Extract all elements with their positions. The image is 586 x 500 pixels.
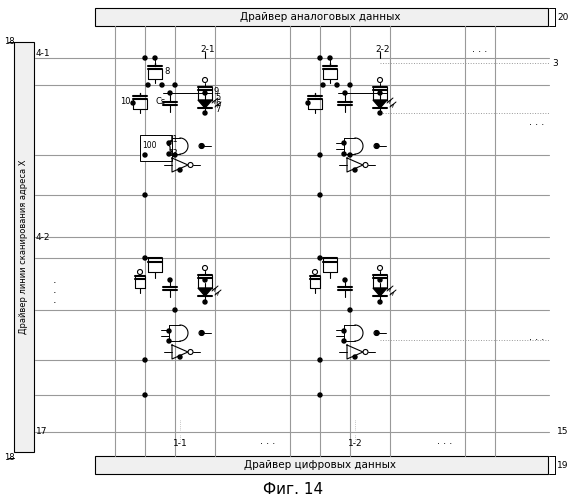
Text: 17: 17	[36, 428, 47, 436]
Circle shape	[203, 91, 207, 95]
Circle shape	[178, 355, 182, 359]
Circle shape	[343, 91, 347, 95]
Text: Драйвер линии сканирования адреса X: Драйвер линии сканирования адреса X	[19, 160, 29, 334]
Text: · · ·: · · ·	[437, 439, 452, 449]
Text: 100: 100	[142, 140, 156, 149]
Circle shape	[143, 393, 147, 397]
Text: 1-1: 1-1	[173, 440, 188, 448]
Text: · · ·: · · ·	[529, 120, 544, 130]
Circle shape	[375, 331, 379, 335]
Text: · · ·: · · ·	[529, 335, 544, 345]
Circle shape	[318, 193, 322, 197]
Circle shape	[131, 101, 135, 105]
Circle shape	[318, 393, 322, 397]
Circle shape	[168, 91, 172, 95]
Circle shape	[335, 83, 339, 87]
Text: 9: 9	[214, 86, 219, 96]
Text: Драйвер цифровых данных: Драйвер цифровых данных	[244, 460, 396, 470]
Text: 7: 7	[215, 106, 220, 114]
Circle shape	[153, 56, 157, 60]
Circle shape	[143, 193, 147, 197]
Circle shape	[143, 256, 147, 260]
Circle shape	[146, 83, 150, 87]
Circle shape	[378, 278, 382, 282]
Text: 19: 19	[557, 460, 568, 469]
Circle shape	[353, 168, 357, 172]
Circle shape	[342, 329, 346, 333]
Text: Cs: Cs	[155, 98, 165, 106]
Text: 6: 6	[215, 100, 220, 108]
Text: 1-2: 1-2	[347, 440, 362, 448]
Text: 10: 10	[121, 98, 131, 106]
Circle shape	[375, 144, 379, 148]
Circle shape	[203, 111, 207, 115]
Circle shape	[167, 329, 171, 333]
Bar	[95, 456, 548, 474]
Polygon shape	[198, 100, 212, 108]
Text: 18: 18	[4, 38, 15, 46]
Circle shape	[200, 144, 204, 148]
Bar	[95, 8, 548, 26]
Text: 4-2: 4-2	[36, 232, 50, 241]
Circle shape	[200, 331, 204, 335]
Text: .: .	[53, 295, 57, 305]
Circle shape	[173, 83, 177, 87]
Circle shape	[173, 308, 177, 312]
Bar	[14, 42, 34, 452]
Polygon shape	[373, 100, 387, 108]
Circle shape	[203, 300, 207, 304]
Circle shape	[318, 256, 322, 260]
Circle shape	[143, 358, 147, 362]
Bar	[140, 135, 172, 161]
Text: Драйвер аналоговых данных: Драйвер аналоговых данных	[240, 12, 400, 22]
Circle shape	[378, 111, 382, 115]
Text: Фиг. 14: Фиг. 14	[263, 482, 323, 498]
Circle shape	[203, 278, 207, 282]
Circle shape	[348, 153, 352, 157]
Circle shape	[378, 300, 382, 304]
Text: 13: 13	[168, 148, 178, 158]
Circle shape	[353, 355, 357, 359]
Circle shape	[143, 153, 147, 157]
Text: 5: 5	[215, 94, 220, 102]
Circle shape	[318, 358, 322, 362]
Text: .: .	[53, 275, 57, 285]
Circle shape	[348, 308, 352, 312]
Text: · · ·: · · ·	[472, 47, 488, 57]
Circle shape	[318, 153, 322, 157]
Circle shape	[343, 278, 347, 282]
Text: 2-1: 2-1	[200, 46, 214, 54]
Text: 3: 3	[552, 58, 558, 68]
Text: 20: 20	[557, 12, 568, 22]
Text: .: .	[53, 285, 57, 295]
Circle shape	[178, 168, 182, 172]
Circle shape	[342, 339, 346, 343]
Text: 15: 15	[557, 428, 568, 436]
Circle shape	[167, 339, 171, 343]
Circle shape	[306, 101, 310, 105]
Text: 11: 11	[168, 136, 178, 144]
Circle shape	[342, 141, 346, 145]
Circle shape	[173, 153, 177, 157]
Circle shape	[168, 278, 172, 282]
Circle shape	[143, 56, 147, 60]
Text: · · ·: · · ·	[260, 439, 275, 449]
Circle shape	[328, 56, 332, 60]
Circle shape	[321, 83, 325, 87]
Circle shape	[167, 152, 171, 156]
Text: 4-1: 4-1	[36, 50, 50, 58]
Text: 8: 8	[164, 68, 169, 76]
Text: {: {	[165, 140, 173, 152]
Circle shape	[167, 141, 171, 145]
Polygon shape	[198, 288, 212, 296]
Circle shape	[160, 83, 164, 87]
Text: 2-2: 2-2	[375, 46, 390, 54]
Polygon shape	[373, 288, 387, 296]
Text: 18: 18	[4, 454, 15, 462]
Circle shape	[348, 83, 352, 87]
Circle shape	[378, 91, 382, 95]
Circle shape	[318, 56, 322, 60]
Circle shape	[342, 152, 346, 156]
